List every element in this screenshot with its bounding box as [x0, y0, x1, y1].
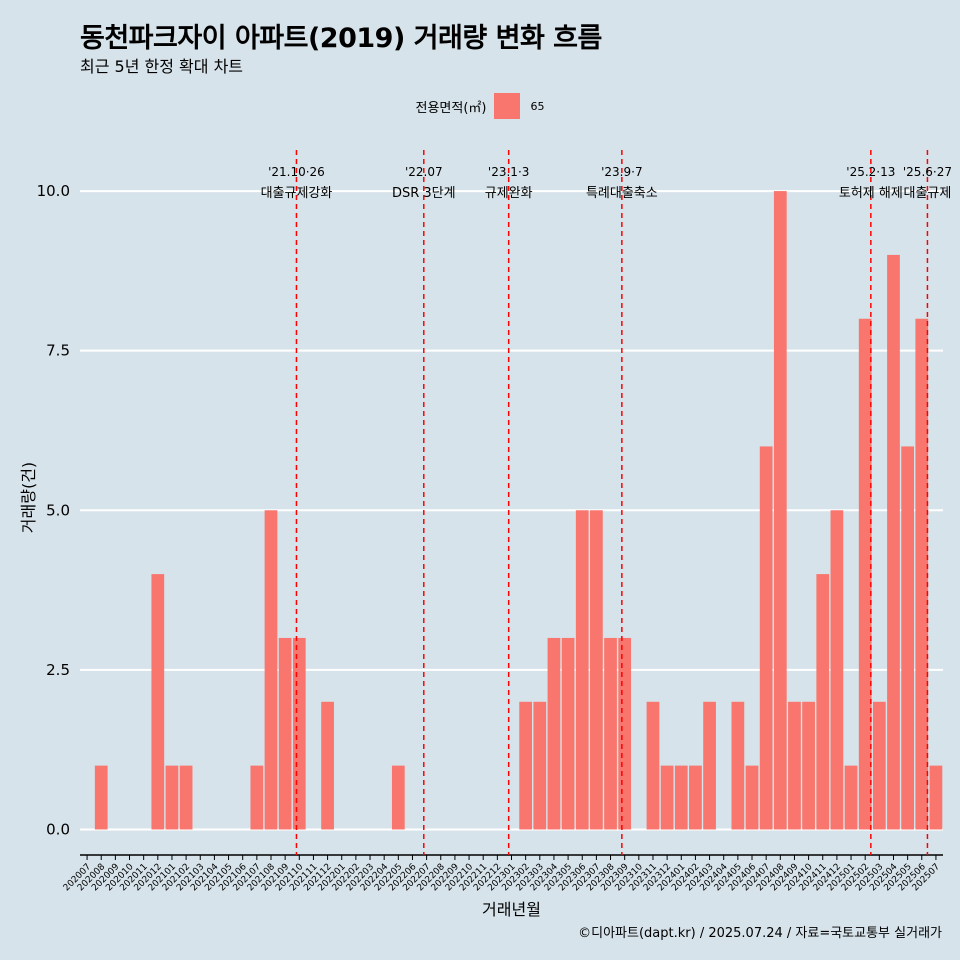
- chart-title: 동천파크자이 아파트(2019) 거래량 변화 흐름: [80, 23, 602, 54]
- bar: [689, 765, 702, 830]
- y-tick-label: 7.5: [46, 342, 70, 360]
- event-date-label: '23.1·3: [488, 165, 529, 179]
- event-date-label: '23.9·7: [601, 165, 642, 179]
- event-date-label: '25.6·27: [903, 165, 952, 179]
- event-name-label: 특례대출축소: [586, 186, 658, 201]
- event-date-label: '22.07: [405, 165, 443, 179]
- source-caption: ©디아파트(dapt.kr) / 2025.07.24 / 자료=국토교통부 실…: [578, 926, 942, 941]
- bar: [533, 701, 547, 830]
- bar: [321, 701, 334, 830]
- y-tick-label: 10.0: [37, 182, 70, 200]
- bar: [264, 510, 278, 830]
- bar: [703, 701, 716, 830]
- event-name-label: 대출규제강화: [261, 186, 333, 201]
- event-date-label: '25.2·13: [846, 165, 895, 179]
- legend-label: 65: [530, 99, 545, 113]
- legend-swatch: [494, 93, 521, 119]
- legend: 전용면적(㎡) 65: [0, 93, 960, 119]
- y-tick-label: 0.0: [46, 820, 70, 838]
- bar: [802, 701, 815, 830]
- bar: [929, 765, 943, 830]
- bar: [561, 637, 575, 830]
- bar: [179, 765, 193, 830]
- bar: [547, 637, 561, 830]
- bar: [94, 765, 108, 830]
- x-axis-title: 거래년월: [482, 900, 541, 919]
- bar: [858, 318, 872, 830]
- bar: [519, 701, 533, 830]
- bar: [646, 701, 660, 830]
- legend-title: 전용면적(㎡): [415, 100, 487, 116]
- bar: [590, 510, 603, 830]
- y-tick-label: 2.5: [46, 661, 70, 679]
- event-name-label: 토허제 해제: [839, 186, 903, 201]
- bar: [915, 318, 929, 830]
- bar: [816, 574, 830, 830]
- bar: [165, 765, 179, 830]
- event-date-label: '21.10·26: [268, 165, 325, 179]
- event-name-label: DSR 3단계: [392, 186, 456, 201]
- bar: [151, 574, 165, 830]
- bar: [278, 637, 292, 830]
- bar: [773, 191, 787, 830]
- bar: [731, 701, 745, 830]
- y-tick-label: 5.0: [46, 501, 70, 519]
- bar: [604, 637, 617, 830]
- bar: [759, 446, 773, 830]
- bar: [250, 765, 264, 830]
- bar: [887, 254, 900, 830]
- event-name-label: 대출규제: [904, 186, 952, 201]
- bar: [674, 765, 688, 830]
- bar: [660, 765, 674, 830]
- bar: [830, 510, 844, 830]
- bar: [745, 765, 759, 830]
- y-axis-title: 거래량(건): [19, 462, 38, 533]
- bar: [292, 637, 306, 830]
- bar: [872, 701, 886, 830]
- bar: [788, 701, 801, 830]
- bar: [575, 510, 589, 830]
- bar: [391, 765, 405, 830]
- bar: [901, 446, 914, 830]
- event-name-label: 규제완화: [485, 186, 533, 201]
- bar: [618, 637, 632, 830]
- bar: [844, 765, 858, 830]
- chart-subtitle: 최근 5년 한정 확대 차트: [80, 57, 244, 76]
